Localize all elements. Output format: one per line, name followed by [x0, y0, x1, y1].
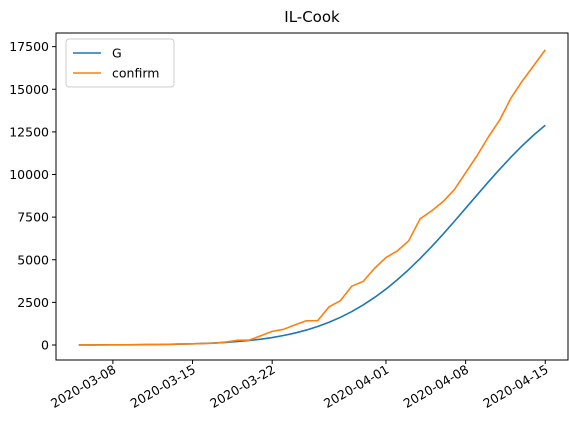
y-tick-label: 12500 [9, 124, 49, 139]
legend-label-confirm: confirm [112, 66, 159, 81]
plot-area-frame [55, 32, 569, 361]
series-line-confirm [78, 49, 546, 346]
y-tick-label: 17500 [9, 39, 49, 54]
y-tick-label: 0 [41, 337, 49, 352]
y-tick-label: 2500 [17, 295, 49, 310]
y-tick-label: 15000 [9, 82, 49, 97]
legend-box [65, 38, 175, 88]
y-tick-label: 5000 [17, 252, 49, 267]
chart-title: IL-Cook [284, 8, 340, 26]
y-tick-label: 7500 [17, 210, 49, 225]
series-lines [78, 49, 546, 346]
legend-label-g: G [112, 46, 122, 61]
y-axis: 0 2500 5000 7500 10000 12500 15000 17500 [9, 39, 56, 352]
y-tick-label: 10000 [9, 167, 49, 182]
